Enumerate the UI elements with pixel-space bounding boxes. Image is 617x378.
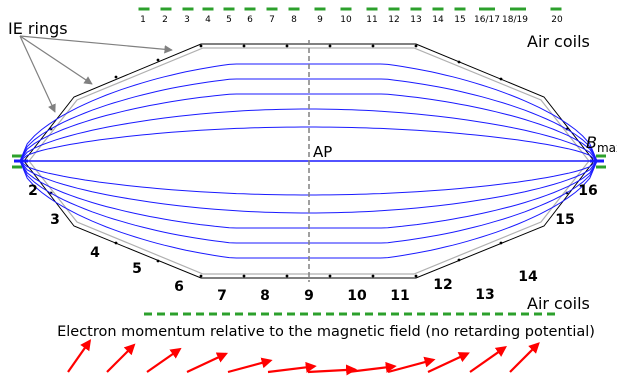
bmax-label: Bmax [586,133,617,155]
electrode-dot [157,260,160,263]
coil-number: 12 [388,15,399,25]
air-coils-top-label: Air coils [527,32,590,51]
electrode-dot [372,275,375,278]
momentum-arrow-icon [107,345,134,372]
segment-number: 16 [578,183,597,199]
segment-number: 7 [217,288,227,304]
electrode-dot [372,45,375,48]
electrode-dot [200,275,203,278]
momentum-arrow-icon [268,366,315,372]
ie-rings-pointers [20,36,172,112]
coil-number: 15 [454,15,465,25]
segment-number: 5 [132,261,142,277]
electrode-dot [415,45,418,48]
segment-number: 4 [90,245,100,261]
coil-number: 4 [205,15,211,25]
momentum-arrow-icon [187,354,226,372]
coil-number: 10 [340,15,352,25]
electrode-dot [458,61,461,64]
segment-number: 15 [555,212,574,228]
electrode-dot [115,76,118,79]
coil-number: 14 [432,15,444,25]
caption: Electron momentum relative to the magnet… [57,324,595,340]
segment-number: 9 [304,288,314,304]
coil-number: 13 [410,15,421,25]
electrode-dot [500,78,503,81]
coil-number: 20 [551,15,563,25]
coil-number-row: 1 2 3 4 5 6 7 8 9 10 11 12 13 14 15 16/17 18/19 20 [140,15,563,25]
electrode-dot [415,275,418,278]
segment-number: 3 [50,212,60,228]
ap-label: AP [313,143,332,161]
electrode-dot [329,45,332,48]
momentum-arrow-icon [228,361,271,372]
electrode-dot [243,45,246,48]
momentum-arrow-icon [388,360,433,372]
segment-number: 12 [433,277,452,293]
coil-number: 2 [162,15,168,25]
electrode-dot [286,275,289,278]
electrode-dot [157,59,160,62]
momentum-arrow-icon [308,370,355,373]
segment-number: 13 [475,287,494,303]
segment-number: 6 [174,279,184,295]
momentum-arrow-icon [470,347,505,372]
electrode-dot [329,275,332,278]
segment-number: 10 [347,288,367,304]
momentum-arrow-icon [428,353,468,372]
momentum-arrow-icon [510,344,538,372]
segment-number: 14 [518,269,538,285]
coil-number: 16/17 [474,15,500,25]
electrode-dot [458,259,461,262]
ie-rings-label: IE rings [8,19,68,38]
coil-number: 9 [317,15,323,25]
coil-number: 7 [269,15,275,25]
pointer-arrow [20,36,172,50]
segment-number: 11 [390,288,409,304]
coil-number: 3 [184,15,190,25]
momentum-arrows [68,341,538,372]
coil-number: 6 [247,15,253,25]
electrode-dot [115,242,118,245]
electrode-dot [243,275,246,278]
segment-number: 2 [28,183,38,199]
coil-number: 11 [366,15,377,25]
segment-number: 8 [260,288,270,304]
coil-number: 18/19 [502,15,528,25]
momentum-arrow-icon [147,349,180,372]
electrode-dot [500,242,503,245]
air-coils-bottom-label: Air coils [527,294,590,313]
momentum-arrow-icon [348,366,395,372]
coil-number: 1 [140,15,146,25]
coil-number: 5 [226,15,232,25]
electrode-dot [286,45,289,48]
momentum-arrow-icon [68,341,90,372]
electrode-dot [200,45,203,48]
coil-number: 8 [291,15,297,25]
